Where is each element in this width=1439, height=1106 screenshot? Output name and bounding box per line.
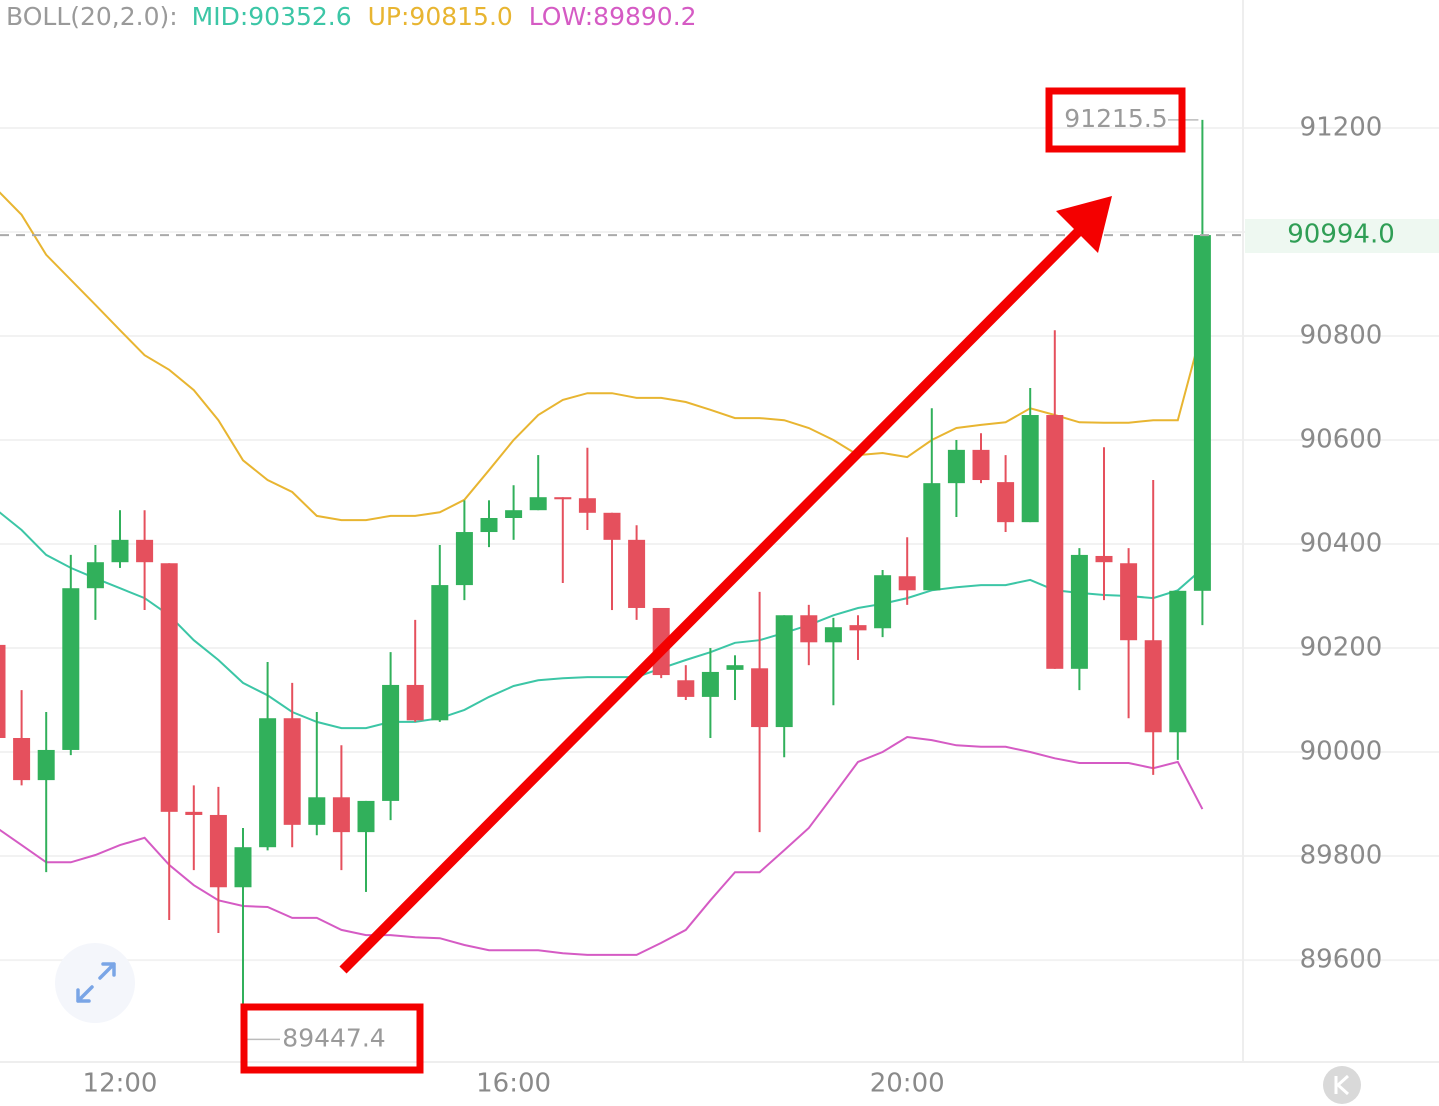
candle-body: [1193, 235, 1211, 591]
candle-body: [529, 497, 547, 511]
candle-body: [800, 615, 818, 643]
candle-body: [455, 532, 473, 586]
candle-body: [160, 563, 178, 812]
candle-body: [578, 498, 596, 513]
candle-body: [997, 482, 1015, 523]
candle-body: [874, 575, 892, 629]
candle-body: [0, 644, 6, 738]
candle-body: [972, 449, 990, 481]
y-tick-label: 90600: [1300, 424, 1383, 454]
y-tick-label: 90200: [1300, 633, 1383, 663]
candle-body: [209, 814, 227, 888]
x-tick-label: 20:00: [870, 1069, 945, 1099]
legend-value: 89890.2: [593, 2, 696, 31]
candle-body: [431, 585, 449, 721]
candle-body: [185, 811, 203, 815]
candle-body: [382, 684, 400, 801]
band-line: [0, 191, 1204, 522]
bands: [0, 191, 1204, 956]
candle-body: [1169, 590, 1187, 733]
candle-body: [726, 665, 744, 670]
candle-body: [357, 800, 375, 833]
legend-value: 90352.6: [248, 2, 351, 31]
arrow-shaft: [339, 226, 1084, 974]
k-icon: [1334, 1074, 1350, 1096]
candle-body: [603, 512, 621, 540]
y-tick-label: 91200: [1300, 112, 1383, 142]
highlight-box: [1045, 87, 1186, 153]
last-price-box: [1245, 219, 1439, 253]
y-tick-label: 89600: [1300, 945, 1383, 975]
x-tick-label: 16:00: [476, 1069, 551, 1099]
candle-body: [1144, 640, 1162, 733]
candle-body: [234, 847, 252, 888]
expand-icon: [76, 962, 116, 1003]
legend-name: MID:: [192, 2, 249, 31]
candle-body: [1070, 554, 1088, 669]
band-line: [0, 735, 1204, 956]
candle-body: [259, 718, 277, 848]
candle-body: [824, 627, 842, 643]
indicator-name: BOLL(20,2.0):: [6, 2, 178, 31]
band-line: [0, 511, 1204, 730]
candle-body: [1021, 415, 1039, 523]
candle-body: [1120, 563, 1138, 641]
candle-body: [1095, 555, 1113, 563]
candle-body: [701, 671, 719, 697]
candle-body: [111, 539, 129, 563]
y-tick-label: 90400: [1300, 529, 1383, 559]
candle-body: [136, 539, 154, 563]
last-price-label: 90994.0: [1287, 220, 1395, 250]
candle-body: [775, 615, 793, 728]
candle-body: [62, 588, 80, 750]
candle-body: [505, 510, 523, 518]
overlay: 90994.0 91215.5 89447.4: [0, 104, 1395, 1052]
candle-body: [86, 562, 104, 589]
candle-body: [677, 680, 695, 697]
candle-body: [898, 576, 916, 591]
x-tick-label: 12:00: [83, 1069, 158, 1099]
candle-body: [13, 737, 31, 781]
indicator-header: BOLL(20,2.0): MID:90352.6 UP:90815.0 LOW…: [6, 2, 697, 31]
candle-body: [37, 749, 55, 781]
legend-value: 90815.0: [409, 2, 512, 31]
k-button[interactable]: [1323, 1066, 1361, 1104]
candle-body: [1046, 415, 1064, 669]
candles: [0, 119, 1211, 1040]
candle-body: [947, 449, 965, 484]
candle-body: [332, 797, 350, 833]
candle-body: [751, 668, 769, 728]
candle-body: [308, 797, 326, 825]
expand-button[interactable]: [55, 943, 135, 1023]
y-tick-label: 90000: [1300, 737, 1383, 767]
highlight-box: [240, 1003, 424, 1074]
legend-name: LOW:: [529, 2, 593, 31]
candle-body: [849, 625, 867, 631]
candle-body: [923, 483, 941, 591]
candle-body: [480, 517, 498, 533]
high-label: 91215.5: [1064, 104, 1167, 133]
arrow-head: [1056, 196, 1112, 253]
candle-body: [406, 684, 424, 721]
candle-body: [283, 718, 301, 825]
low-label: 89447.4: [282, 1023, 385, 1052]
candle-body: [554, 497, 572, 500]
y-tick-label: 89800: [1300, 841, 1383, 871]
candle-body: [628, 539, 646, 608]
y-tick-label: 90800: [1300, 320, 1383, 350]
legend-name: UP:: [368, 2, 410, 31]
